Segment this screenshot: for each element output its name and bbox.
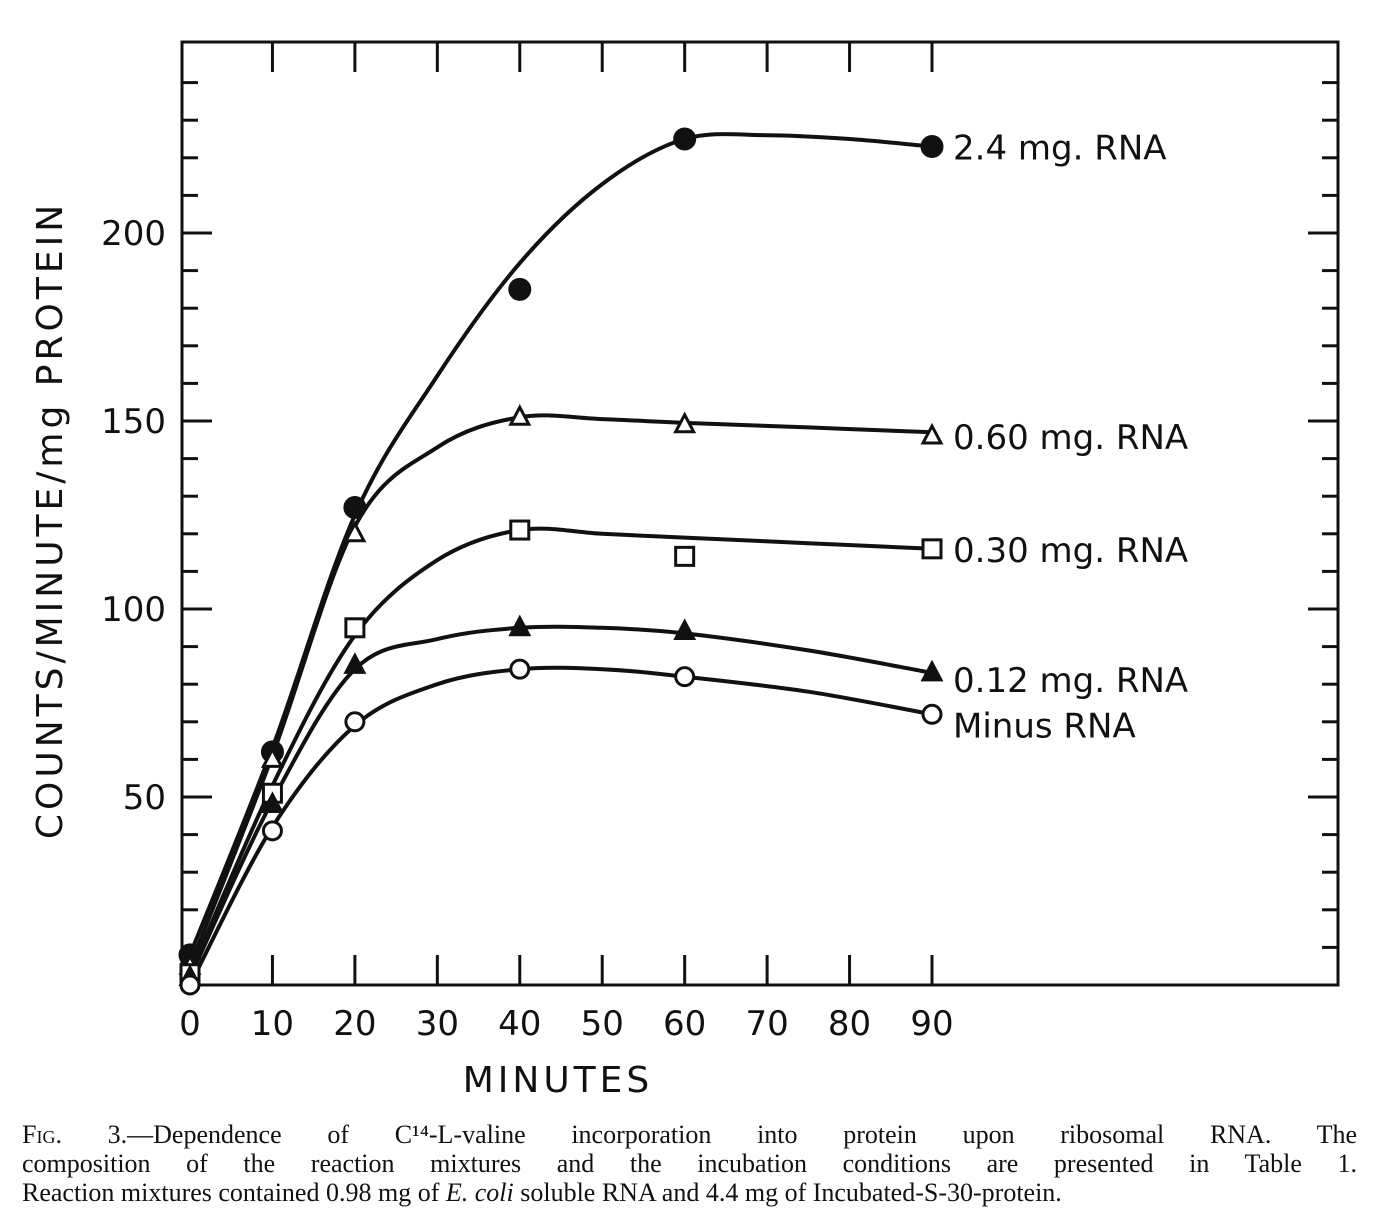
x-tick-label: 90 [910, 1004, 953, 1044]
y-tick-label: 150 [101, 402, 166, 442]
series-line-4 [188, 665, 934, 987]
data-point-filled-circle [343, 495, 367, 519]
data-point-open-triangle [260, 746, 284, 768]
series-line-2 [188, 526, 934, 976]
caption-line-1-text: —Dependence of C¹⁴-L-valine incorporatio… [127, 1120, 1357, 1149]
series-line-0 [188, 132, 934, 957]
plot-area [180, 40, 1340, 987]
data-point-open-triangle [673, 411, 697, 434]
data-point-filled-triangle [920, 659, 944, 682]
x-axis-label: MINUTES [463, 1060, 654, 1101]
data-point-open-square [509, 519, 531, 541]
data-point-open-square [344, 617, 366, 639]
data-point-filled-triangle [343, 652, 367, 674]
series-label: 0.30 mg. RNA [953, 531, 1188, 571]
caption-line-2: composition of the reaction mixtures and… [22, 1149, 1357, 1178]
caption-line-3: Reaction mixtures contained 0.98 mg of E… [22, 1178, 1357, 1207]
y-tick-label: 200 [101, 214, 166, 254]
data-point-open-circle [179, 974, 201, 996]
x-tick-label: 40 [498, 1004, 541, 1044]
series-markers [178, 127, 944, 996]
data-point-filled-triangle [508, 614, 532, 637]
data-point-open-circle [674, 666, 696, 688]
data-point-filled-circle [920, 135, 944, 159]
figure-caption: Fig. 3.—Dependence of C¹⁴-L-valine incor… [22, 1120, 1357, 1207]
series-line-3 [188, 624, 934, 980]
x-tick-label: 60 [663, 1004, 706, 1044]
caption-line-3-start: Reaction mixtures contained 0.98 mg of [22, 1178, 446, 1207]
series-line-1 [188, 413, 934, 969]
data-point-open-circle [509, 658, 531, 680]
data-point-open-square [921, 538, 943, 560]
x-tick-label: 50 [581, 1004, 624, 1044]
caption-line-1: Fig. 3.—Dependence of C¹⁴-L-valine incor… [22, 1120, 1357, 1149]
series-label: 0.12 mg. RNA [953, 661, 1188, 701]
data-point-open-circle [344, 711, 366, 733]
y-tick-label: 100 [101, 590, 166, 630]
axis-ticks [182, 42, 1338, 985]
caption-figure-number: Fig. 3. [22, 1120, 128, 1149]
series-curves [188, 132, 934, 987]
series-label: 0.60 mg. RNA [953, 418, 1188, 458]
caption-line-3-end: soluble RNA and 4.4 mg of Incubated-S-30… [513, 1178, 1062, 1207]
x-tick-label: 30 [416, 1004, 459, 1044]
series-label: 2.4 mg. RNA [953, 129, 1167, 169]
series-label: Minus RNA [953, 706, 1136, 746]
x-tick-label: 0 [179, 1004, 201, 1044]
series-labels: 2.4 mg. RNA 0.60 mg. RNA 0.30 mg. RNA 0.12 … [953, 129, 1188, 747]
data-point-open-circle [921, 703, 943, 725]
data-point-open-triangle [508, 404, 532, 426]
data-point-open-triangle [343, 520, 367, 543]
data-point-filled-circle [673, 127, 697, 151]
x-tick-label: 10 [251, 1004, 294, 1044]
plot-frame [180, 40, 1340, 987]
tick-labels: 0 10 20 30 40 50 60 70 80 90 50 100 150 200 [101, 214, 954, 1044]
data-point-filled-circle [508, 277, 532, 301]
y-axis-label: COUNTS/MINUTE/mg PROTEIN [30, 201, 71, 839]
caption-organism: E. coli [445, 1178, 514, 1207]
data-point-open-square [674, 545, 696, 567]
x-tick-label: 70 [745, 1004, 788, 1044]
data-point-open-circle [261, 820, 283, 842]
y-tick-label: 50 [123, 778, 166, 818]
data-point-filled-triangle [260, 791, 284, 814]
data-point-filled-triangle [673, 618, 697, 641]
x-tick-label: 80 [828, 1004, 871, 1044]
data-point-open-triangle [920, 422, 944, 445]
x-tick-label: 20 [333, 1004, 376, 1044]
